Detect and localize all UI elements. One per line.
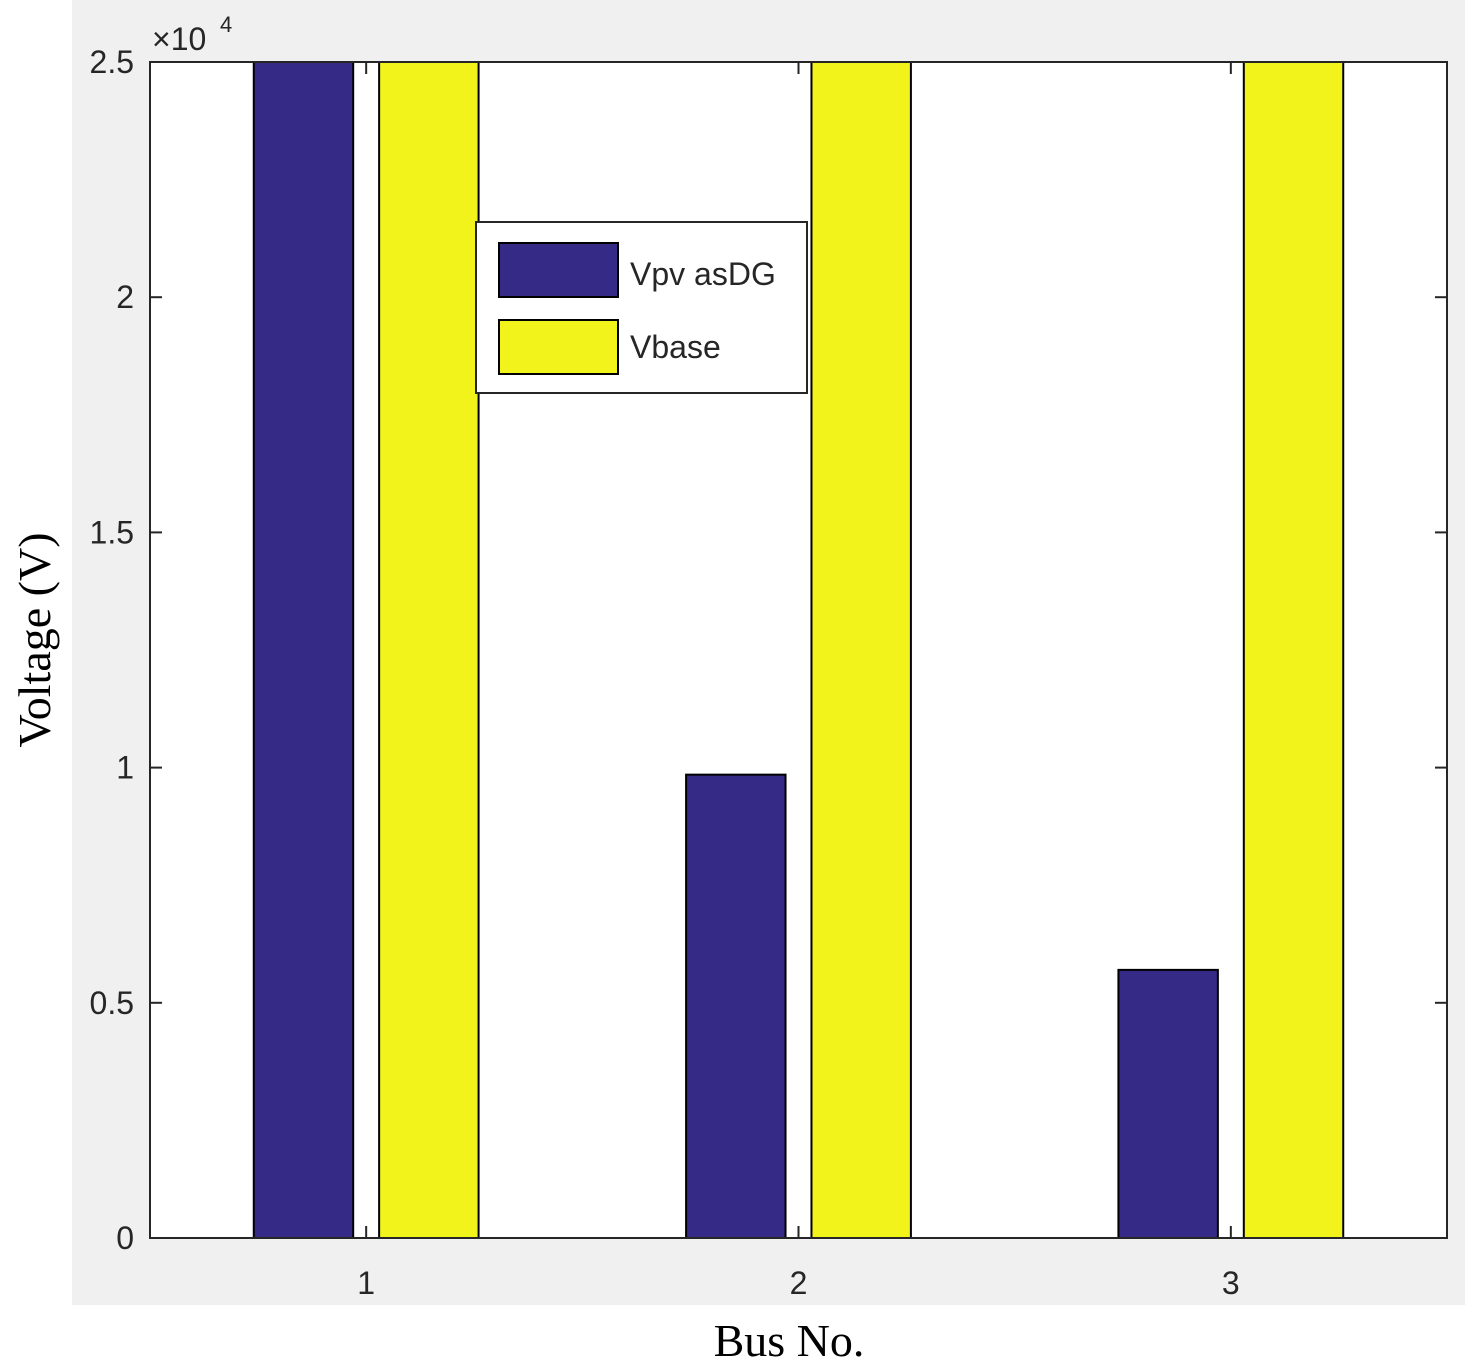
x-tick-label: 1	[357, 1265, 375, 1301]
y-exponent-power: 4	[220, 12, 232, 37]
y-tick-label: 0	[116, 1220, 134, 1256]
y-exponent-base: ×10	[152, 21, 206, 57]
legend: Vpv asDG Vbase	[475, 221, 808, 394]
x-tick-label: 3	[1222, 1265, 1240, 1301]
y-tick-label: 0.5	[90, 985, 134, 1021]
y-tick-label: 2.5	[90, 44, 134, 80]
y-tick-label: 1.5	[90, 514, 134, 550]
bar-vbase-bus-1	[378, 61, 480, 1239]
bar-vpv-bus-1	[252, 61, 355, 1239]
x-tick-label: 2	[790, 1265, 808, 1301]
bar-vbase-bus-3	[1242, 61, 1345, 1239]
legend-label-vbase: Vbase	[630, 329, 721, 365]
x-axis-title: Bus No.	[714, 1315, 865, 1366]
bar-vpv-bus-3	[1117, 968, 1219, 1239]
y-axis-title: Voltage (V)	[9, 532, 60, 747]
legend-swatch-vbase	[498, 319, 619, 375]
y-tick-label: 2	[116, 279, 134, 315]
bar-vpv-bus-2	[685, 773, 787, 1239]
y-tick-label: 1	[116, 750, 134, 786]
ticks-group: 0 0.5 1 1.5 2 2.5 1 2 3	[90, 44, 1447, 1301]
legend-swatch-vpv	[498, 242, 619, 298]
legend-label-vpv: Vpv asDG	[630, 256, 776, 292]
bar-vbase-bus-2	[810, 61, 912, 1239]
